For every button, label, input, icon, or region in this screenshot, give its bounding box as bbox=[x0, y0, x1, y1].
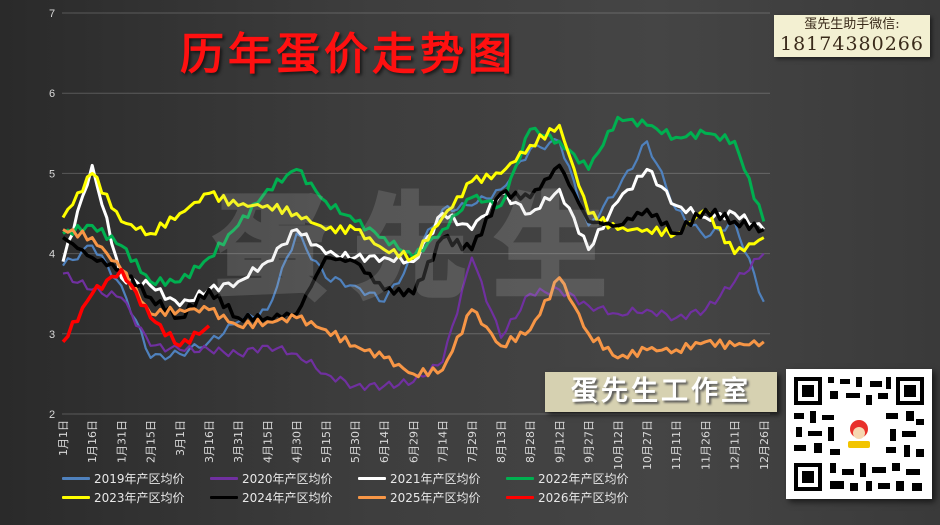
contact-box: 蛋先生助手微信: 18174380266 bbox=[774, 15, 930, 57]
legend-item: 2022年产区均价 bbox=[506, 470, 654, 486]
contact-label: 蛋先生助手微信: bbox=[804, 17, 900, 32]
contact-phone: 18174380266 bbox=[780, 33, 924, 55]
legend-item: 2020年产区均价 bbox=[210, 470, 358, 486]
legend-item: 2024年产区均价 bbox=[210, 489, 358, 505]
chart-legend: 2019年产区均价 2020年产区均价 2021年产区均价 2022年产区均价 2023… bbox=[62, 470, 682, 505]
y-tick-label: 2 bbox=[49, 409, 55, 421]
legend-item: 2026年产区均价 bbox=[506, 489, 654, 505]
x-tick-label: 8月13日 bbox=[495, 420, 508, 463]
x-tick-label: 5月15日 bbox=[320, 420, 333, 463]
x-tick-label: 11月26日 bbox=[699, 420, 712, 470]
legend-label: 2024年产区均价 bbox=[242, 490, 333, 505]
x-tick-label: 3月1日 bbox=[174, 420, 187, 456]
legend-swatch-icon bbox=[210, 476, 238, 480]
y-tick-label: 6 bbox=[49, 88, 55, 100]
x-tick-label: 4月30日 bbox=[291, 420, 304, 463]
x-tick-label: 1月16日 bbox=[86, 420, 99, 463]
x-tick-label: 7月29日 bbox=[466, 420, 479, 463]
y-tick-label: 3 bbox=[49, 329, 55, 341]
legend-label: 2021年产区均价 bbox=[390, 471, 481, 486]
legend-label: 2026年产区均价 bbox=[538, 490, 629, 505]
x-tick-label: 6月29日 bbox=[407, 420, 420, 463]
chart-title: 历年蛋价走势图 bbox=[180, 29, 516, 80]
x-tick-label: 9月27日 bbox=[583, 420, 596, 463]
x-tick-label: 11月11日 bbox=[670, 420, 683, 470]
x-tick-label: 1月31日 bbox=[115, 420, 128, 463]
legend-swatch-icon bbox=[358, 495, 386, 499]
legend-item: 2021年产区均价 bbox=[358, 470, 506, 486]
legend-swatch-icon bbox=[210, 495, 238, 499]
x-tick-label: 12月11日 bbox=[729, 420, 742, 470]
x-tick-label: 9月12日 bbox=[553, 420, 566, 463]
legend-swatch-icon bbox=[62, 476, 90, 480]
legend-item: 2019年产区均价 bbox=[62, 470, 210, 486]
x-tick-label: 5月30日 bbox=[349, 420, 362, 463]
y-tick-label: 7 bbox=[49, 8, 55, 20]
series-line-2024 bbox=[61, 163, 765, 323]
legend-item: 2025年产区均价 bbox=[358, 489, 506, 505]
legend-swatch-icon bbox=[62, 495, 90, 499]
x-tick-label: 3月16日 bbox=[203, 420, 216, 463]
legend-swatch-icon bbox=[506, 476, 534, 480]
series-line-2020 bbox=[62, 252, 765, 391]
legend-label: 2019年产区均价 bbox=[94, 471, 185, 486]
legend-label: 2022年产区均价 bbox=[538, 471, 629, 486]
legend-swatch-icon bbox=[358, 476, 386, 480]
qr-code-image bbox=[786, 369, 932, 499]
watermark: 蛋先生 bbox=[212, 181, 635, 315]
series-line-2021 bbox=[61, 163, 765, 308]
legend-swatch-icon bbox=[506, 495, 534, 499]
legend-item: 2023年产区均价 bbox=[62, 489, 210, 505]
x-tick-label: 2月15日 bbox=[145, 420, 158, 463]
x-tick-label: 7月14日 bbox=[437, 420, 450, 463]
x-tick-label: 6月14日 bbox=[378, 420, 391, 463]
x-tick-label: 12月26日 bbox=[758, 420, 771, 470]
legend-label: 2020年产区均价 bbox=[242, 471, 333, 486]
legend-label: 2025年产区均价 bbox=[390, 490, 481, 505]
x-tick-label: 3月31日 bbox=[232, 420, 245, 463]
series-line-2026 bbox=[61, 267, 211, 348]
series-lines bbox=[61, 115, 766, 391]
studio-banner: 蛋先生工作室 bbox=[545, 372, 777, 412]
y-tick-label: 5 bbox=[49, 168, 55, 180]
x-tick-label: 8月28日 bbox=[524, 420, 537, 463]
x-tick-label: 1月1日 bbox=[57, 420, 70, 456]
y-axis-ticks: 2 3 4 5 6 7 bbox=[49, 8, 55, 421]
qr-code-icon bbox=[792, 375, 926, 493]
x-tick-label: 10月12日 bbox=[612, 420, 625, 470]
x-axis-ticks: 1月1日 1月16日 1月31日 2月15日 3月1日 3月16日 3月31日 4月15日 4月… bbox=[57, 420, 771, 470]
series-line-2025 bbox=[62, 228, 765, 379]
x-tick-label: 10月27日 bbox=[641, 420, 654, 470]
legend-label: 2023年产区均价 bbox=[94, 490, 185, 505]
y-tick-label: 4 bbox=[49, 249, 55, 261]
x-tick-label: 4月15日 bbox=[261, 420, 274, 463]
series-line-2023 bbox=[61, 123, 765, 262]
